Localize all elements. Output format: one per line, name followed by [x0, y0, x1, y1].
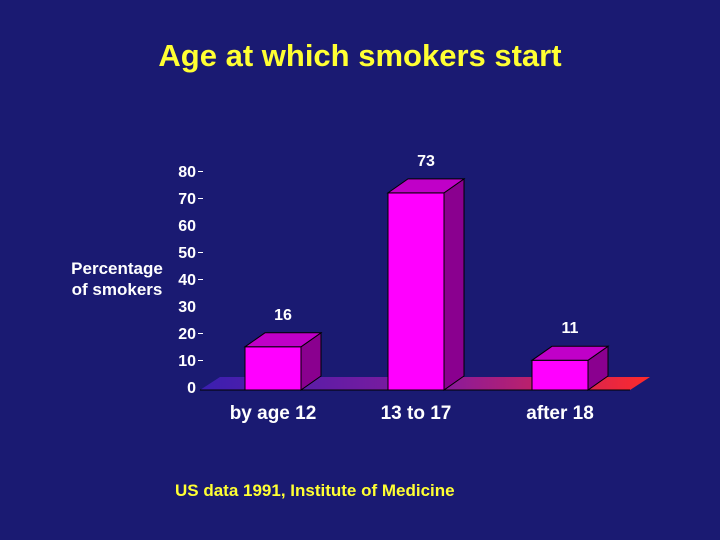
y-tick-label: 80: [178, 164, 196, 181]
bar-front: [244, 346, 302, 391]
data-label: 11: [561, 320, 579, 338]
bar: [386, 177, 466, 391]
y-tick-label: 40: [178, 272, 196, 289]
bar: [530, 345, 610, 391]
y-axis-label: Percentage of smokers: [66, 258, 168, 300]
bar-top: [386, 178, 466, 194]
bar-front: [387, 192, 445, 391]
x-tick-label: after 18: [526, 403, 594, 424]
source-note: US data 1991, Institute of Medicine: [175, 481, 455, 500]
y-axis-label-line-2: of smokers: [71, 280, 163, 299]
y-tick-label: 60: [178, 218, 196, 235]
y-tick-mark: [198, 198, 203, 199]
chart-title: Age at which smokers start: [158, 38, 562, 73]
bar-top: [243, 332, 323, 348]
bar-top: [530, 345, 610, 361]
x-tick-label: 13 to 17: [380, 403, 452, 424]
y-tick-mark: [198, 360, 203, 361]
bar: [243, 331, 323, 391]
y-tick-label: 10: [178, 353, 196, 370]
data-label: 16: [274, 306, 292, 324]
y-tick-mark: [198, 171, 203, 172]
x-tick-label: by age 12: [229, 403, 317, 424]
y-axis-label-line-1: Percentage: [71, 259, 163, 278]
y-tick-mark: [198, 333, 203, 334]
bar-side: [443, 177, 465, 391]
y-tick-label: 30: [178, 299, 196, 316]
y-tick-label: 0: [187, 380, 196, 397]
bar-front: [531, 359, 589, 391]
y-tick-mark: [198, 252, 203, 253]
y-tick-mark: [198, 279, 203, 280]
y-tick-label: 70: [178, 191, 196, 208]
data-label: 73: [417, 152, 435, 170]
y-tick-label: 20: [178, 326, 196, 343]
y-tick-label: 50: [178, 245, 196, 262]
